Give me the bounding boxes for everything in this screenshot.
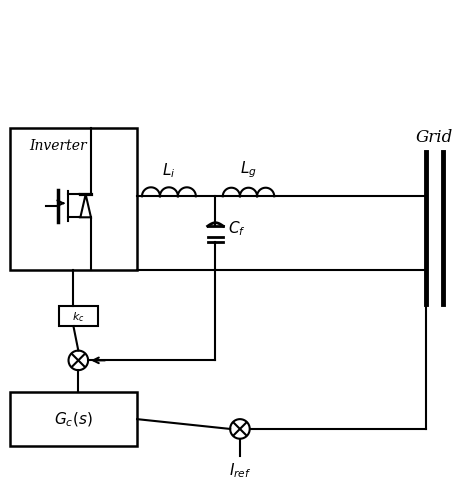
Bar — [59, 306, 98, 326]
Text: $k_c$: $k_c$ — [72, 309, 85, 323]
Text: Grid: Grid — [416, 129, 453, 146]
Text: $G_c(s)$: $G_c(s)$ — [54, 410, 93, 428]
Text: $I_{ref}$: $I_{ref}$ — [228, 461, 251, 480]
Text: $C_f$: $C_f$ — [228, 219, 246, 238]
Text: $L_g$: $L_g$ — [240, 159, 257, 180]
Bar — [10, 393, 137, 446]
Text: $L_i$: $L_i$ — [162, 161, 176, 180]
Text: Inverter: Inverter — [29, 138, 87, 152]
Bar — [10, 128, 137, 270]
